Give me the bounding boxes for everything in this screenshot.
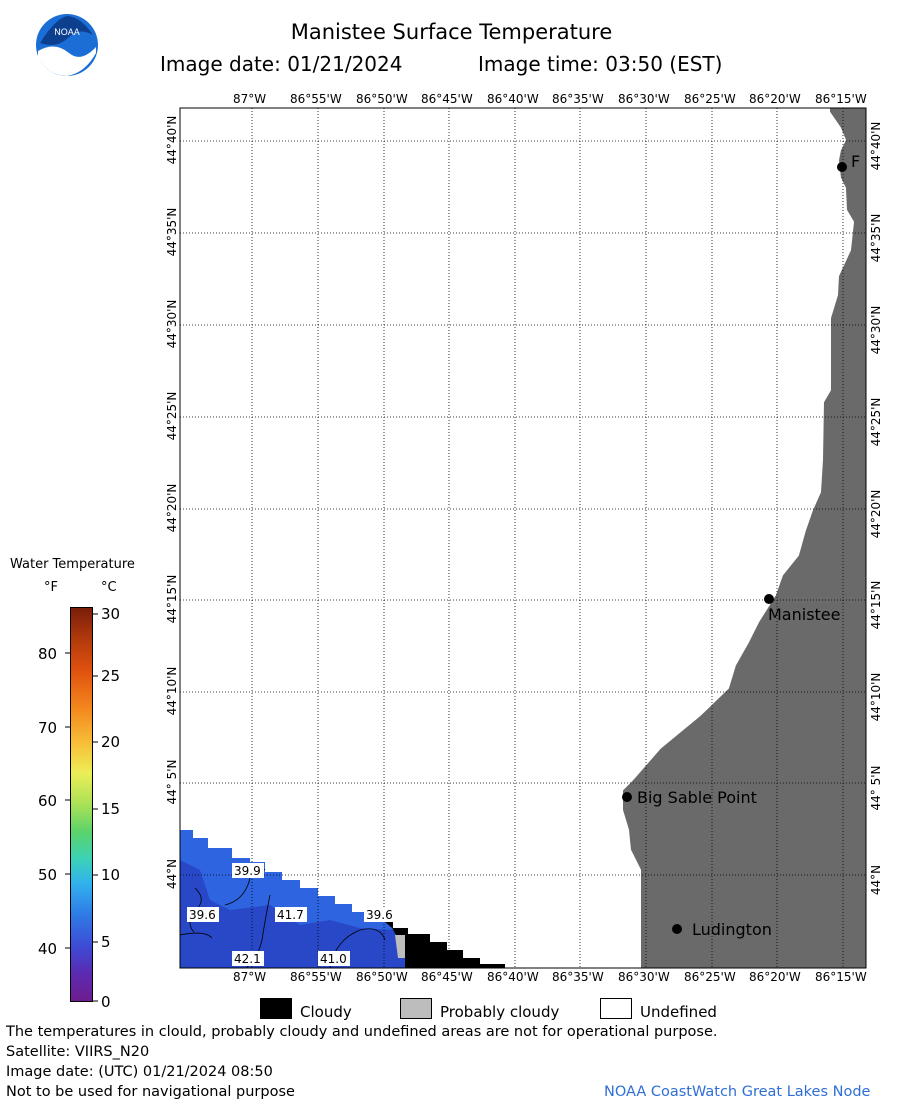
lat-tick-label: 44° 5'N	[165, 759, 179, 805]
place-marker-manistee	[764, 594, 774, 604]
legend-c-tick: 5	[101, 933, 111, 951]
lon-tick-label: 86°55'W	[290, 970, 342, 984]
lon-tick-label: 86°55'W	[290, 92, 342, 106]
legend-c-tick: 15	[101, 800, 121, 818]
legend-ticks	[65, 613, 98, 1002]
probably-cloudy-label: Probably cloudy	[440, 1003, 560, 1021]
lat-tick-label: 44° 5'N	[869, 765, 883, 811]
place-label-big-sable-point: Big Sable Point	[637, 788, 757, 807]
lon-tick-label: 87°W	[233, 970, 267, 984]
temp-label-box	[187, 907, 219, 922]
lat-tick-label: 44°35'N	[869, 213, 883, 263]
graticule	[180, 108, 866, 968]
temp-label-box	[232, 951, 264, 966]
lon-tick-label: 86°30'W	[618, 970, 670, 984]
coastline-outline	[621, 108, 855, 968]
lat-tick-label: 44°40'N	[165, 115, 179, 165]
image-date: Image date: 01/21/2024	[160, 52, 403, 76]
lat-tick-label: 44°N	[165, 858, 179, 890]
undefined-label: Undefined	[640, 1003, 717, 1021]
lat-tick-label: 44°35'N	[165, 207, 179, 257]
noaa-logo: NOAA	[35, 13, 99, 77]
temp-label-box	[364, 907, 396, 922]
lat-tick-label: 44°20'N	[869, 489, 883, 539]
water-temperature-dark-area	[180, 860, 405, 968]
legend-title: Water Temperature	[10, 557, 135, 572]
temp-label: 39.9	[234, 864, 261, 878]
legend-c-tick: 20	[101, 733, 121, 751]
legend-f-tick: 80	[38, 645, 58, 663]
lon-tick-label: 86°50'W	[356, 92, 408, 106]
lon-tick-label: 86°45'W	[421, 92, 473, 106]
legend-f-tick: 60	[38, 792, 58, 810]
lon-tick-label: 86°35'W	[552, 92, 604, 106]
lon-tick-label: 86°35'W	[552, 970, 604, 984]
temp-label: 41.0	[320, 952, 347, 966]
place-marker-ludington	[672, 924, 682, 934]
logo-text: NOAA	[54, 27, 80, 37]
temp-label-box	[275, 907, 307, 922]
lat-tick-label: 44°10'N	[165, 666, 179, 716]
place-label-ludington: Ludington	[692, 920, 772, 939]
credit-text: NOAA CoastWatch Great Lakes Node	[604, 1084, 871, 1100]
utc-date-text: Image date: (UTC) 01/21/2024 08:50	[6, 1064, 273, 1080]
lon-tick-label: 86°15'W	[815, 970, 867, 984]
lon-tick-label: 87°W	[233, 92, 267, 106]
lon-tick-label: 86°40'W	[487, 970, 539, 984]
lon-tick-label: 86°40'W	[487, 92, 539, 106]
temp-label: 41.7	[277, 908, 304, 922]
lat-tick-label: 44°30'N	[165, 299, 179, 349]
temp-label: 39.6	[366, 908, 393, 922]
map-frame	[179, 107, 867, 969]
temp-label-box	[318, 951, 350, 966]
lon-tick-label: 86°20'W	[749, 970, 801, 984]
lon-tick-label: 86°25'W	[684, 92, 736, 106]
temp-label: 39.6	[189, 908, 216, 922]
lat-tick-label: 44°20'N	[165, 483, 179, 533]
lat-tick-label: 44°15'N	[869, 580, 883, 630]
lat-tick-label: 44°15'N	[165, 574, 179, 624]
legend-f-tick: 70	[38, 719, 58, 737]
place-label-f: F	[851, 152, 861, 171]
legend-c-tick: 10	[101, 866, 121, 884]
undefined-swatch	[600, 998, 632, 1019]
lat-tick-label: 44°10'N	[869, 672, 883, 722]
place-marker-f	[837, 162, 847, 172]
probably-cloudy-swatch	[400, 998, 432, 1019]
lon-tick-label: 86°15'W	[815, 92, 867, 106]
lon-tick-label: 86°45'W	[421, 970, 473, 984]
image-time: Image time: 03:50 (EST)	[478, 52, 723, 76]
legend-c-tick: 0	[101, 993, 111, 1011]
lat-tick-label: 44°N	[869, 864, 883, 896]
disclaimer-text: The temperatures in clould, probably clo…	[6, 1024, 718, 1040]
legend-unit-f: °F	[44, 580, 58, 595]
legend-c-tick: 25	[101, 667, 121, 685]
lon-tick-label: 86°30'W	[618, 92, 670, 106]
nav-warning-text: Not to be used for navigational purpose	[6, 1084, 295, 1100]
temp-label-box	[232, 863, 264, 878]
lat-tick-label: 44°40'N	[869, 121, 883, 171]
noaa-logo-icon: NOAA	[36, 14, 98, 76]
lat-tick-label: 44°25'N	[869, 397, 883, 447]
lat-tick-label: 44°25'N	[165, 391, 179, 441]
lon-tick-label: 86°50'W	[356, 970, 408, 984]
page-title: Manistee Surface Temperature	[290, 20, 613, 44]
lat-tick-label: 44°30'N	[869, 305, 883, 355]
cloudy-area	[385, 922, 505, 968]
legend-color-bar	[70, 607, 93, 1002]
cloudy-swatch	[260, 998, 292, 1019]
satellite-text: Satellite: VIIRS_N20	[6, 1044, 150, 1060]
place-label-manistee: Manistee	[768, 605, 841, 624]
legend-unit-c: °C	[101, 580, 117, 595]
cloudy-label: Cloudy	[300, 1003, 352, 1021]
legend-c-tick: 30	[101, 605, 121, 623]
probably-cloudy-area	[395, 935, 405, 958]
lon-tick-label: 86°25'W	[684, 970, 736, 984]
lon-tick-label: 86°20'W	[749, 92, 801, 106]
legend-f-tick: 40	[38, 940, 58, 958]
legend-f-tick: 50	[38, 866, 58, 884]
place-marker-big-sable-point	[622, 792, 632, 802]
temp-label: 42.1	[234, 952, 261, 966]
